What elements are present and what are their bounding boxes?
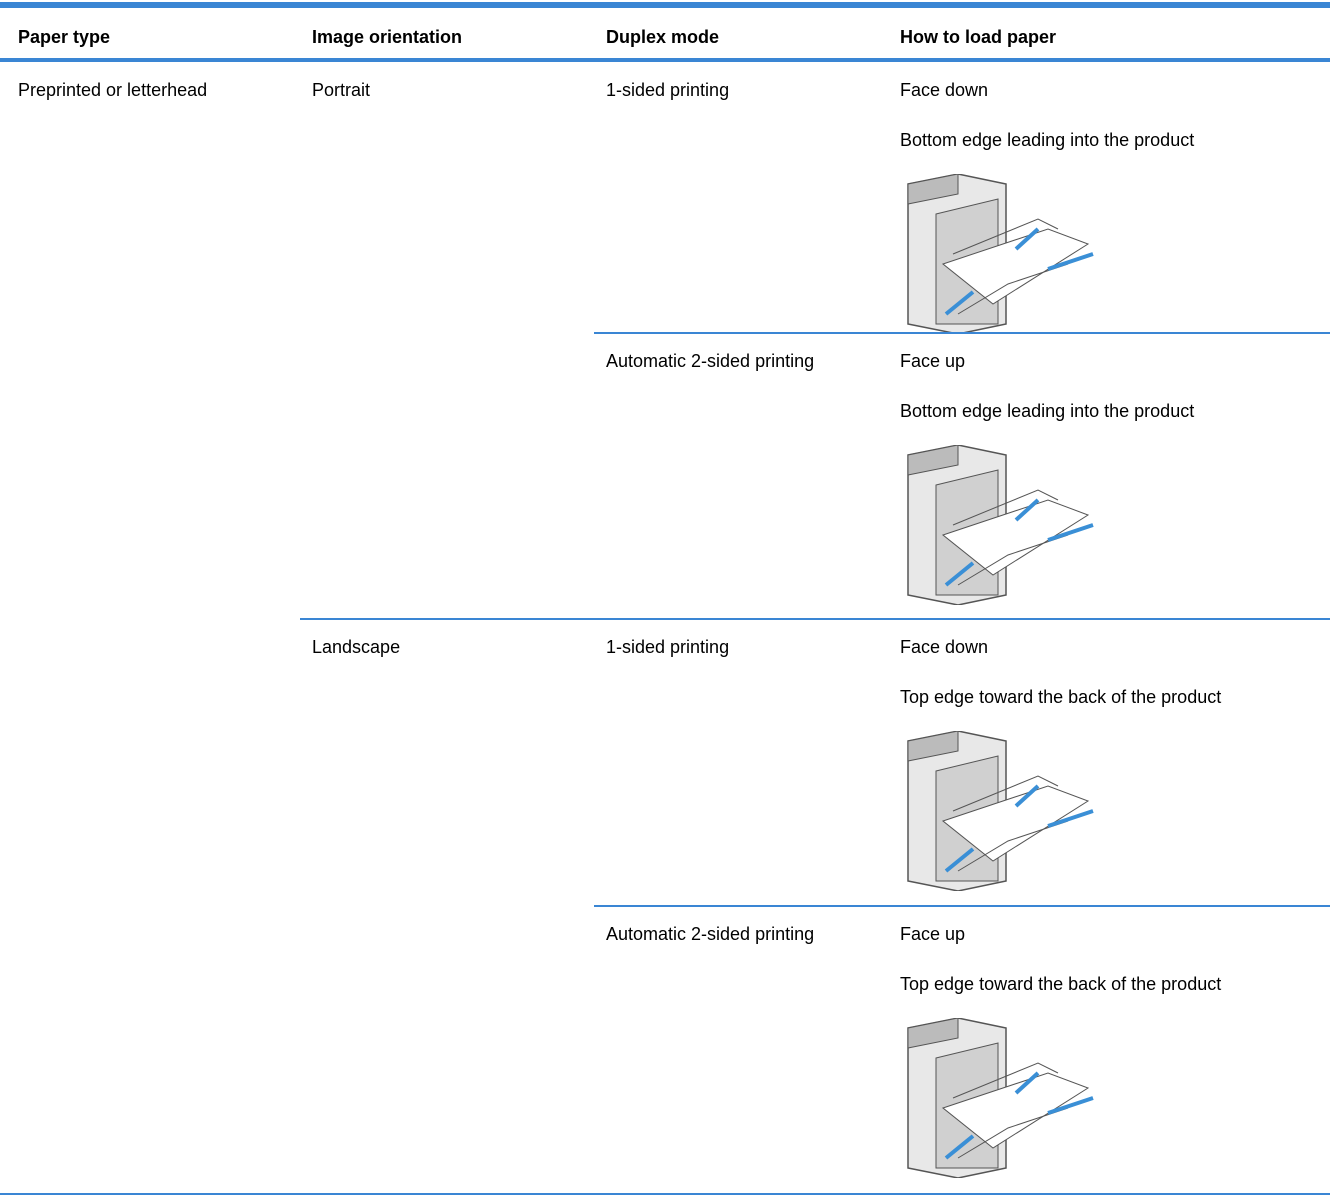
- loading-illustration: [907, 731, 1094, 891]
- printer-panel: [907, 174, 959, 205]
- edge: Bottom edge leading into the product: [900, 130, 1195, 150]
- arrow: [944, 290, 975, 316]
- paper: [941, 1072, 1090, 1149]
- arrow: [1014, 1071, 1040, 1095]
- printer-panel: [907, 731, 959, 762]
- face: Face up: [900, 924, 966, 944]
- header-cell: How to load paper: [900, 27, 1057, 47]
- guide: [952, 218, 1059, 255]
- tray: [957, 820, 1069, 872]
- printer-panel: [907, 1018, 959, 1049]
- guide: [952, 489, 1059, 526]
- edge: Bottom edge leading into the product: [900, 401, 1195, 421]
- duplex-mode: 1-sided printing: [606, 637, 730, 657]
- guide: [952, 775, 1059, 812]
- row-rule: [594, 905, 1330, 907]
- arrow: [944, 1134, 975, 1160]
- arrow: [944, 561, 975, 587]
- arrow: [1047, 1096, 1094, 1115]
- arrow: [1014, 784, 1040, 808]
- orientation: Portrait: [312, 80, 371, 100]
- loading-illustration: [907, 445, 1094, 605]
- orientation: Landscape: [312, 637, 401, 657]
- tray: [957, 534, 1069, 586]
- row-rule: [594, 332, 1330, 334]
- header-cell: Duplex mode: [606, 27, 720, 47]
- header-cell: Image orientation: [312, 27, 463, 47]
- arrow: [1047, 523, 1094, 542]
- edge: Top edge toward the back of the product: [900, 974, 1222, 994]
- arrow: [1014, 498, 1040, 522]
- face: Face up: [900, 351, 966, 371]
- arrow: [1047, 252, 1094, 271]
- face: Face down: [900, 80, 989, 100]
- tray: [957, 263, 1069, 315]
- header-rule: [0, 58, 1330, 62]
- loading-illustration: [907, 1018, 1094, 1178]
- tray: [957, 1107, 1069, 1159]
- edge: Top edge toward the back of the product: [900, 687, 1222, 707]
- arrow: [1014, 227, 1040, 251]
- duplex-mode: 1-sided printing: [606, 80, 730, 100]
- paper: [941, 228, 1090, 305]
- printer-panel: [907, 445, 959, 476]
- top-rule: [0, 2, 1330, 8]
- row-rule: [300, 618, 1330, 620]
- loading-illustration: [907, 174, 1094, 334]
- arrow: [944, 847, 975, 873]
- bottom-rule: [0, 1193, 1330, 1195]
- face: Face down: [900, 637, 989, 657]
- paper-type: Preprinted or letterhead: [18, 80, 208, 100]
- arrow: [1047, 809, 1094, 828]
- guide: [952, 1062, 1059, 1099]
- duplex-mode: Automatic 2-sided printing: [606, 351, 815, 371]
- paper: [941, 785, 1090, 862]
- duplex-mode: Automatic 2-sided printing: [606, 924, 815, 944]
- header-cell: Paper type: [18, 27, 111, 47]
- paper: [941, 499, 1090, 576]
